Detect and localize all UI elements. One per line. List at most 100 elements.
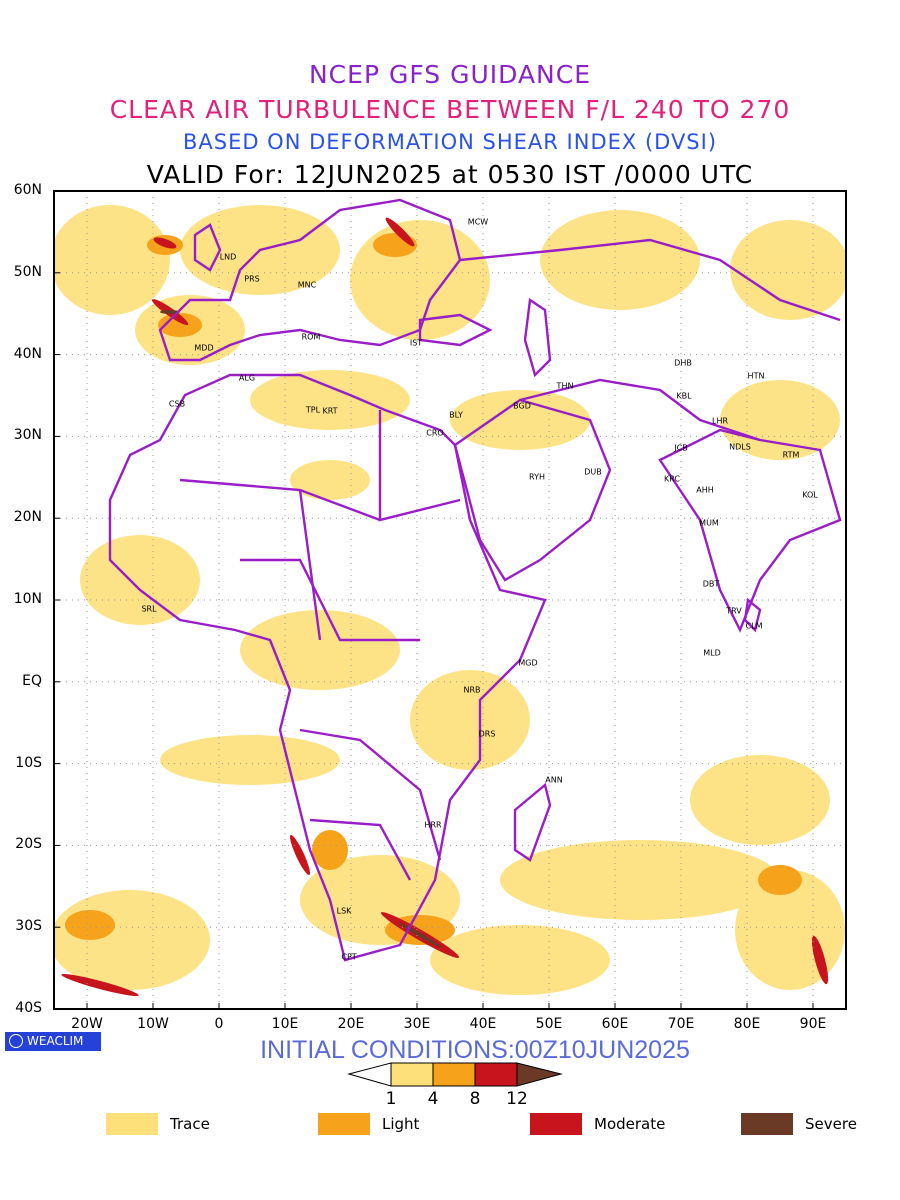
weaclim-logo[interactable]: WEACLIM <box>5 1032 101 1051</box>
lon-label: 0 <box>214 1016 224 1032</box>
lon-label: 80E <box>733 1016 761 1032</box>
africa-border-4 <box>240 558 420 642</box>
legend-swatch-moderate <box>530 1113 582 1135</box>
station-label-alg: ALG <box>238 373 256 383</box>
station-label-lhr: LHR <box>711 416 729 426</box>
station-label-kbl: KBL <box>676 391 692 401</box>
station-label-mdd: MDD <box>194 343 214 353</box>
station-label-prs: PRS <box>244 274 260 284</box>
africa-border-3 <box>298 489 322 641</box>
trace-region-ne-asia <box>730 220 846 320</box>
colorbar-moderate <box>474 1062 518 1087</box>
station-label-mgd: MGD <box>518 658 538 668</box>
station-label-dub: DUB <box>584 467 602 477</box>
station-label-mum: MUM <box>699 518 719 528</box>
lat-label: 20N <box>13 509 42 526</box>
station-label-ndls: NDLS <box>729 442 751 452</box>
title-valid: VALID For: 12JUN2025 at 0530 IST /0000 U… <box>146 160 754 189</box>
lat-label: 20S <box>15 836 42 853</box>
lat-label: 10S <box>15 754 42 771</box>
legend-label-moderate: Moderate <box>594 1115 666 1133</box>
uk-coastline <box>193 223 222 272</box>
lon-label: 20W <box>71 1016 103 1032</box>
colorbar-tick-label: 8 <box>469 1089 481 1109</box>
title-cat: CLEAR AIR TURBULENCE BETWEEN F/L 240 TO … <box>109 95 791 124</box>
trace-region-s-indian-1 <box>500 840 780 920</box>
sri-lanka-coastline <box>743 597 762 633</box>
colorbar-light <box>432 1062 476 1087</box>
lat-label: 30N <box>13 427 42 444</box>
station-label-dhb: DHB <box>674 358 692 368</box>
station-label-drs: DRS <box>478 729 496 739</box>
africa-border-6 <box>309 818 412 881</box>
trace-region-med <box>250 370 410 430</box>
station-label-lsk: LSK <box>336 906 352 916</box>
moderate-streak-sw-atlantic <box>61 973 139 997</box>
madagascar-coastline <box>513 782 552 862</box>
trace-region-arabia <box>450 390 590 450</box>
lon-label: 50E <box>535 1016 563 1032</box>
light-region-se-indian <box>758 865 802 895</box>
station-label-srl: SRL <box>141 604 157 614</box>
station-label-krt: KRT <box>322 406 338 416</box>
station-label-rtm: RTM <box>782 450 800 460</box>
axis-ticks <box>54 190 814 1010</box>
asia-border-2 <box>519 378 761 442</box>
trace-region-india <box>720 380 840 460</box>
moderate-streak-baltic <box>385 217 415 247</box>
station-label-ist: IST <box>409 338 423 348</box>
station-label-ryh: RYH <box>529 472 545 482</box>
station-label-jcb: JCB <box>674 443 688 453</box>
lat-label: 60N <box>13 182 42 198</box>
lon-label: 60E <box>601 1016 629 1032</box>
colorbar-tick-label: 4 <box>427 1089 439 1109</box>
station-label-mld: MLD <box>703 648 721 658</box>
trace-region-sahara <box>290 460 370 500</box>
station-label-krc: KRC <box>664 474 680 484</box>
lon-label: 10E <box>271 1016 299 1032</box>
colorbar <box>347 1062 563 1087</box>
black-sea-coastline <box>418 313 493 347</box>
lon-label: 90E <box>799 1016 827 1032</box>
station-label-csb: CSB <box>168 399 186 409</box>
station-label-bly: BLY <box>449 410 463 420</box>
light-region-biscay <box>158 313 202 337</box>
title-ncep: NCEP GFS GUIDANCE <box>308 60 591 89</box>
station-label-rom: ROM <box>301 332 321 342</box>
station-label-trv: TRV <box>726 606 742 616</box>
legend-swatch-light <box>318 1113 370 1135</box>
africa-border-5 <box>299 728 442 861</box>
caspian-coastline <box>523 297 552 378</box>
trace-region-n-atlantic <box>54 205 170 315</box>
lat-label: 40N <box>13 345 42 362</box>
moderate-streak-namibia <box>290 834 310 876</box>
trace-region-c-asia <box>540 210 700 310</box>
legend-swatch-severe <box>741 1113 793 1135</box>
station-label-thn: THN <box>556 381 574 391</box>
trace-region-s-atlantic-1 <box>160 735 340 785</box>
station-label-nrb: NRB <box>463 685 481 695</box>
lon-label: 20E <box>337 1016 365 1032</box>
lon-label: 30E <box>403 1016 431 1032</box>
station-label-cro: CRO <box>426 428 444 438</box>
trace-region-w-africa <box>80 535 200 625</box>
trace-region-s-ocean <box>430 925 610 995</box>
station-label-ann: ANN <box>545 775 563 785</box>
lat-label: 40S <box>15 1000 42 1016</box>
station-label-bgd: BGD <box>513 401 531 411</box>
station-label-htn: HTN <box>747 371 765 381</box>
trace-region-s-indian-2 <box>690 755 830 845</box>
station-label-dbt: DBT <box>702 579 720 589</box>
station-label-kol: KOL <box>802 490 818 500</box>
light-region-sw-atlantic <box>65 910 115 940</box>
borders-layer <box>108 198 842 962</box>
severe-streak-biscay <box>160 310 180 314</box>
legend-swatch-trace <box>106 1113 158 1135</box>
colorbar-trace <box>390 1062 434 1087</box>
trace-region-s-atlantic-2 <box>54 890 210 990</box>
lat-label: 10N <box>13 591 42 607</box>
moderate-streak-se-indian <box>811 935 829 985</box>
station-label-mcw: MCW <box>467 217 489 227</box>
weaclim-circle-icon <box>9 1034 23 1048</box>
